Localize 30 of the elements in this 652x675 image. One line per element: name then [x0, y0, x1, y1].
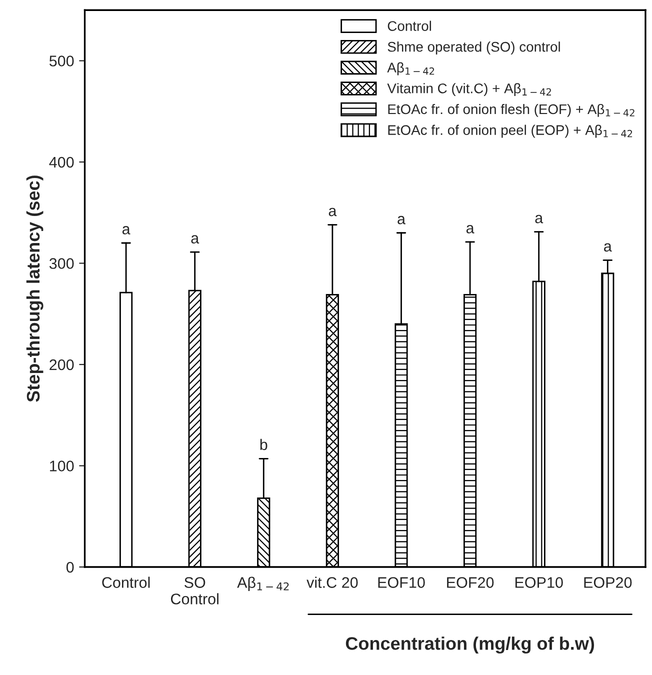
x-tick-label: Control — [102, 576, 150, 588]
annotation: a — [398, 216, 406, 224]
legend-label: EtOAc fr. of onion peel (EOP) + Aβ$_{1−42}$ — [388, 124, 632, 138]
x-tick-label: EOF20 — [447, 577, 494, 588]
x-axis-title: Concentration (mg/kg of b.w) — [346, 636, 594, 654]
annotation: a — [328, 208, 337, 216]
legend-label: Control — [388, 20, 431, 31]
x-tick-label: SO Control — [170, 577, 218, 604]
x-tick-label: EOP10 — [515, 577, 563, 588]
x-tick-label: EOF10 — [378, 577, 425, 588]
y-tick-label: 100 — [50, 460, 74, 472]
y-tick-label: 200 — [50, 359, 74, 370]
x-tick-label: vit.C 20 — [306, 576, 358, 588]
legend-label: Shme operated (SO) control — [388, 42, 560, 54]
annotation: a — [535, 214, 544, 224]
annotation: b — [260, 438, 268, 450]
annotation: a — [466, 225, 474, 234]
y-tick-label: 300 — [49, 258, 74, 269]
y-tick-label: 0 — [66, 562, 74, 573]
legend-label: EtOAc fr. of onion flesh (EOF) + Aβ$_{1−42}$ — [388, 104, 634, 117]
annotation: a — [191, 235, 200, 244]
legend-label: Aβ$_{1−42}$ — [387, 62, 434, 76]
x-tick-label: EOP20 — [584, 577, 632, 588]
y-axis-title: Step-through latency (sec) — [26, 176, 44, 402]
annotation: a — [604, 243, 612, 252]
x-tick-label: Aβ$_{1−42}$ — [237, 576, 289, 591]
legend-label: Vitamin C (vit.C) + Aβ$_{1−42}$ — [387, 83, 551, 96]
y-tick-label: 400 — [49, 156, 74, 168]
annotation: a — [122, 226, 130, 234]
y-tick-label: 500 — [49, 56, 74, 66]
